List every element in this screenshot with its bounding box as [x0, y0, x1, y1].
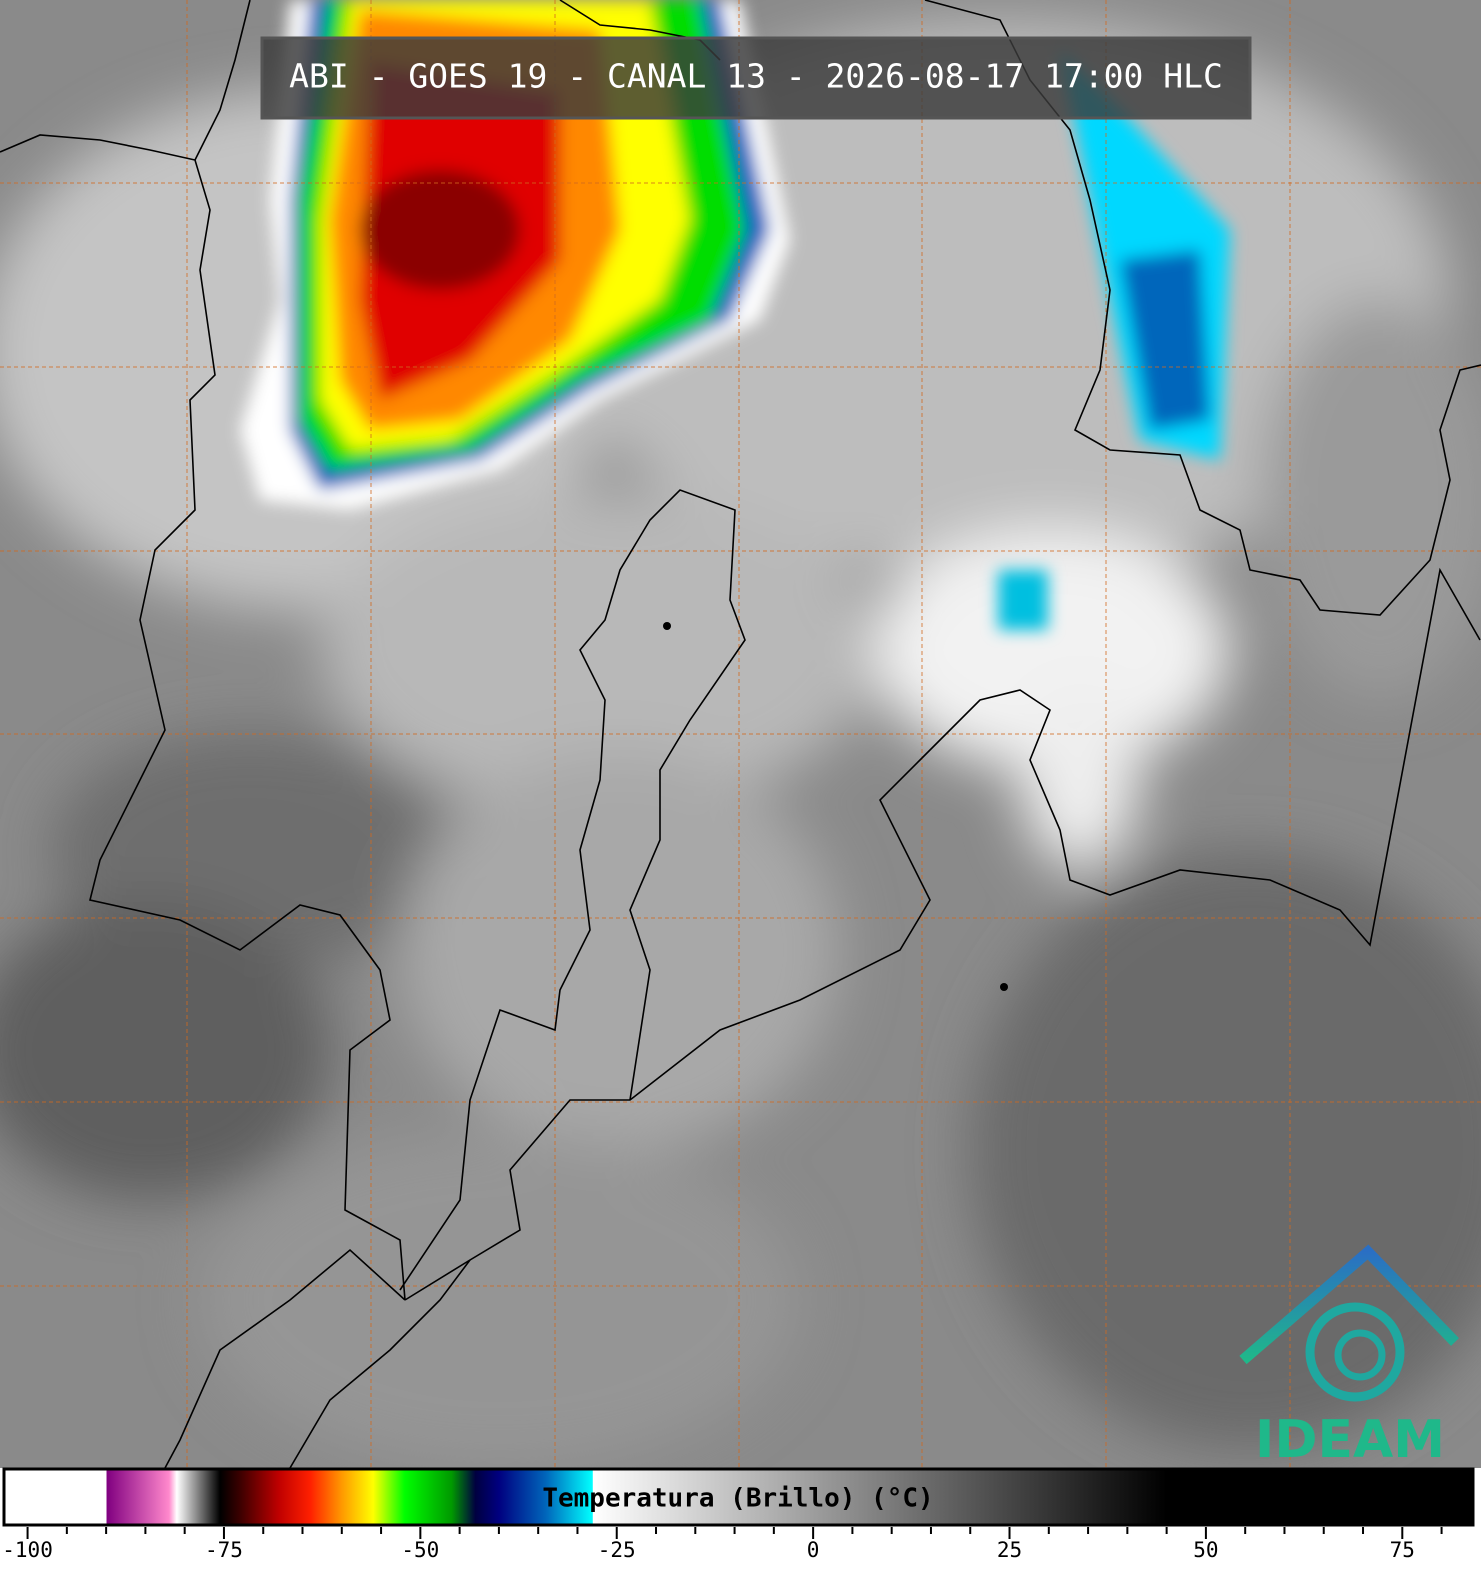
tick-label: -25: [598, 1538, 636, 1562]
tick-label: 75: [1390, 1538, 1415, 1562]
tick-label: -100: [2, 1538, 53, 1562]
title-box: ABI - GOES 19 - CANAL 13 - 2026-08-17 17…: [260, 36, 1252, 120]
logo: IDEAM: [1239, 1244, 1459, 1470]
borders: [0, 0, 1481, 1468]
imagery: [0, 0, 1481, 1468]
grid: [0, 0, 1481, 1468]
tick-label: -50: [401, 1538, 439, 1562]
tick-label: -75: [205, 1538, 243, 1562]
tick-label: 50: [1193, 1538, 1218, 1562]
colorbar: Temperatura (Brillo) (°C) -100 -75 -50 -25 0…: [2, 1467, 1475, 1562]
tick-label: 25: [997, 1538, 1022, 1562]
title: ABI - GOES 19 - CANAL 13 - 2026-08-17 17…: [289, 57, 1223, 96]
tick-label: 0: [807, 1538, 820, 1562]
colorbar-scale: [2, 1467, 1475, 1527]
colorbar-label: Temperatura (Brillo) (°C): [542, 1484, 933, 1514]
logo-text: IDEAM: [1255, 1410, 1445, 1470]
